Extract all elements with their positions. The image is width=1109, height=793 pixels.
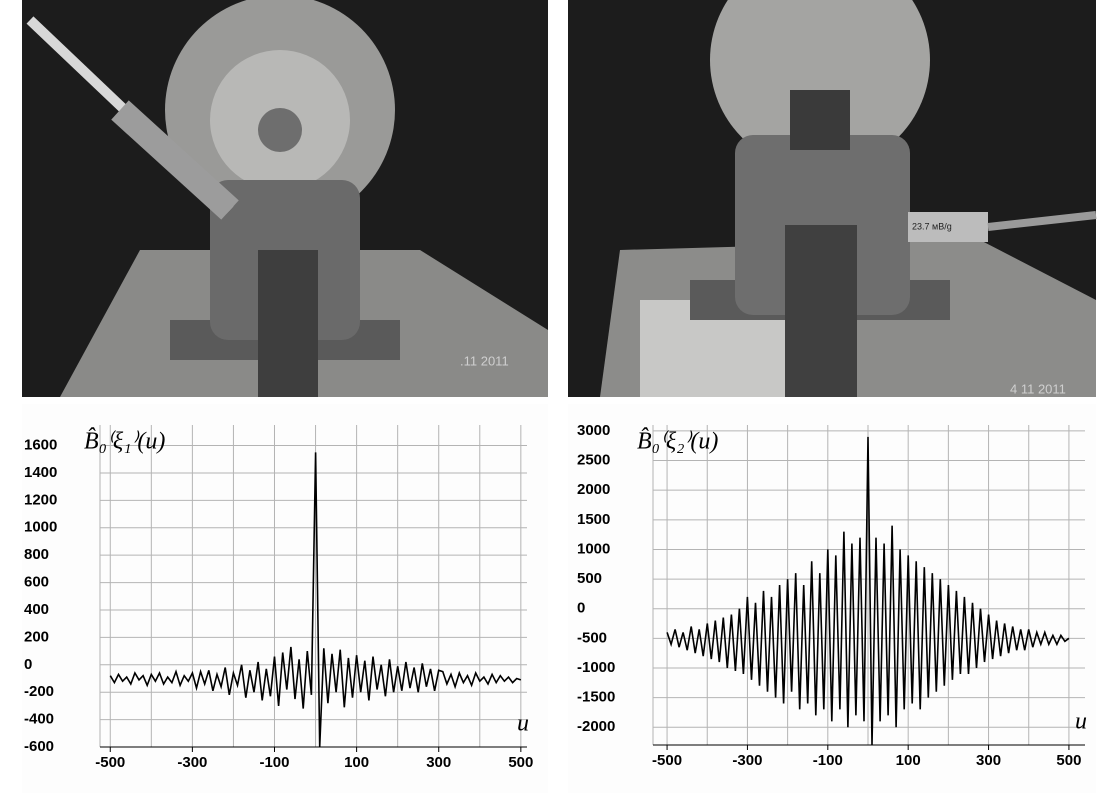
x-tick-label: -500 [652,752,682,769]
y-tick-label: 1000 [577,540,610,557]
y-tick-label: 0 [24,656,32,673]
sensor-label: 23.7 мВ/g [912,221,952,231]
chart-panel [568,404,1096,793]
x-tick-label: 500 [508,754,533,771]
y-tick-label: 500 [577,570,602,587]
x-tick-label: -500 [95,754,125,771]
photo-stamp: 4 11 2011 [1010,381,1066,396]
y-axis-label: B̂₀⁽ξ₁⁾(u) [84,428,165,455]
x-tick-label: 300 [976,752,1001,769]
photo-stamp: .11 2011 [460,353,509,368]
y-tick-label: 2000 [577,481,610,498]
x-tick-label: -100 [813,752,843,769]
chart-panel [22,404,548,793]
y-tick-label: 400 [24,601,49,618]
x-tick-label: 500 [1056,752,1081,769]
y-tick-label: 600 [24,574,49,591]
y-tick-label: 1600 [24,437,57,454]
data-line [666,436,1070,746]
x-tick-label: -100 [259,754,289,771]
y-tick-label: -200 [24,683,54,700]
x-tick-label: -300 [732,752,762,769]
y-tick-label: 2500 [577,452,610,469]
y-tick-label: -500 [577,629,607,646]
y-tick-label: 1000 [24,519,57,536]
y-tick-label: -400 [24,711,54,728]
x-tick-label: -300 [177,754,207,771]
x-tick-label: 100 [896,752,921,769]
y-tick-label: -1500 [577,689,615,706]
y-tick-label: -600 [24,738,54,755]
y-tick-label: -1000 [577,659,615,676]
y-tick-label: -2000 [577,718,615,735]
x-tick-label: 300 [426,754,451,771]
photo-left: .11 2011 [22,0,548,397]
photo-right: 23.7 мВ/g 4 11 2011 [568,0,1097,397]
x-tick-label: 100 [344,754,369,771]
x-axis-label: u [517,711,529,737]
data-line [109,452,522,748]
y-tick-label: 0 [577,600,585,617]
y-tick-label: 1400 [24,464,57,481]
y-tick-label: 3000 [577,422,610,439]
x-axis-label: u [1075,709,1087,735]
y-axis-label: B̂₀⁽ξ₂⁾(u) [637,428,718,455]
y-tick-label: 200 [24,628,49,645]
y-tick-label: 800 [24,546,49,563]
y-tick-label: 1200 [24,491,57,508]
y-tick-label: 1500 [577,511,610,528]
